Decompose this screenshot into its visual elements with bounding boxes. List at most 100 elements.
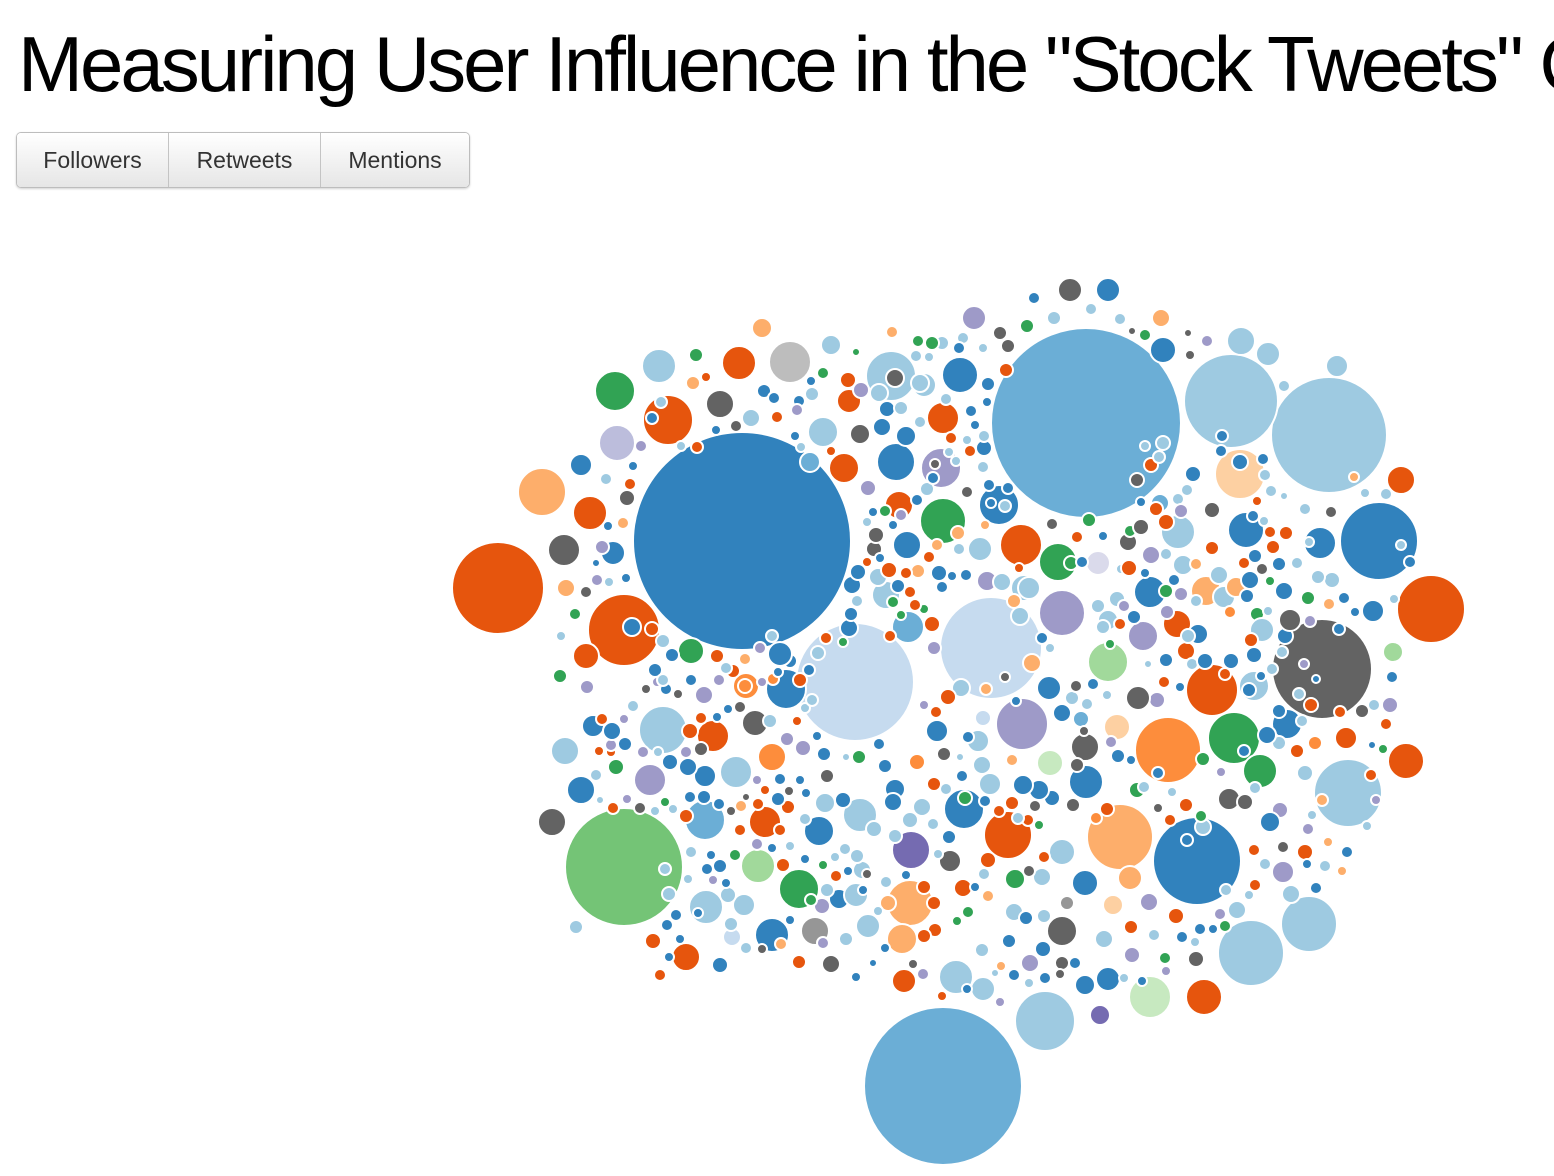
user-bubble[interactable]: [1102, 894, 1124, 916]
user-bubble[interactable]: [1033, 819, 1045, 831]
user-bubble[interactable]: [919, 481, 935, 497]
user-bubble[interactable]: [1074, 974, 1096, 996]
user-bubble[interactable]: [1143, 659, 1153, 669]
user-bubble[interactable]: [1361, 820, 1373, 832]
user-bubble[interactable]: [961, 730, 975, 744]
user-bubble[interactable]: [1004, 868, 1026, 890]
user-bubble[interactable]: [792, 672, 808, 688]
user-bubble[interactable]: [1075, 555, 1089, 569]
user-bubble[interactable]: [981, 396, 993, 408]
user-bubble[interactable]: [675, 440, 687, 452]
user-bubble[interactable]: [887, 828, 903, 844]
user-bubble[interactable]: [1354, 703, 1370, 719]
user-bubble[interactable]: [572, 642, 600, 670]
user-bubble[interactable]: [1243, 632, 1259, 648]
user-bubble[interactable]: [1204, 540, 1220, 556]
user-bubble[interactable]: [1038, 589, 1086, 637]
user-bubble[interactable]: [692, 907, 704, 919]
user-bubble[interactable]: [1151, 766, 1165, 780]
user-bubble[interactable]: [885, 325, 899, 339]
user-bubble[interactable]: [963, 444, 977, 458]
user-bubble[interactable]: [916, 967, 930, 981]
user-bubble[interactable]: [926, 640, 942, 656]
user-bubble[interactable]: [883, 629, 897, 643]
user-bubble[interactable]: [1309, 881, 1323, 895]
user-bubble[interactable]: [741, 408, 761, 428]
user-bubble[interactable]: [969, 419, 981, 431]
user-bubble[interactable]: [1149, 336, 1177, 364]
user-bubble[interactable]: [1370, 794, 1382, 806]
user-bubble[interactable]: [1189, 594, 1203, 608]
user-bubble[interactable]: [723, 916, 739, 932]
user-bubble[interactable]: [722, 703, 734, 715]
user-bubble[interactable]: [1271, 556, 1287, 572]
user-bubble[interactable]: [955, 769, 969, 783]
user-bubble[interactable]: [1361, 599, 1385, 623]
user-bubble[interactable]: [929, 458, 941, 470]
user-bubble[interactable]: [1264, 575, 1276, 587]
user-bubble[interactable]: [1095, 277, 1121, 303]
user-bubble[interactable]: [1038, 971, 1052, 985]
user-bubble[interactable]: [1270, 376, 1388, 494]
user-bubble[interactable]: [684, 673, 698, 687]
user-bubble[interactable]: [679, 745, 693, 759]
user-bubble[interactable]: [556, 578, 576, 598]
user-bubble[interactable]: [922, 550, 936, 564]
user-bubble[interactable]: [1189, 557, 1203, 571]
user-bubble[interactable]: [1340, 845, 1354, 859]
user-bubble[interactable]: [1036, 675, 1062, 701]
user-bubble[interactable]: [951, 678, 971, 698]
user-bubble[interactable]: [1194, 809, 1208, 823]
user-bubble[interactable]: [1219, 883, 1233, 897]
user-bubble[interactable]: [660, 918, 674, 932]
user-bubble[interactable]: [1196, 652, 1214, 670]
user-bubble[interactable]: [861, 516, 873, 528]
user-bubble[interactable]: [690, 440, 704, 454]
user-bubble[interactable]: [926, 895, 942, 911]
user-bubble[interactable]: [838, 842, 852, 856]
user-bubble[interactable]: [926, 817, 940, 831]
user-bubble[interactable]: [1381, 696, 1399, 714]
user-bubble[interactable]: [1134, 716, 1202, 784]
user-bubble[interactable]: [799, 702, 811, 714]
user-bubble[interactable]: [1081, 512, 1097, 528]
user-bubble[interactable]: [1148, 691, 1166, 709]
user-bubble[interactable]: [632, 431, 852, 651]
user-bubble[interactable]: [1281, 884, 1301, 904]
user-bubble[interactable]: [1259, 811, 1281, 833]
user-bubble[interactable]: [865, 820, 883, 838]
user-bubble[interactable]: [602, 721, 622, 741]
user-bubble[interactable]: [1095, 619, 1111, 635]
user-bubble[interactable]: [1264, 484, 1278, 498]
user-bubble[interactable]: [1334, 726, 1358, 750]
user-bubble[interactable]: [1349, 606, 1361, 618]
user-bubble[interactable]: [939, 782, 953, 796]
user-bubble[interactable]: [1125, 685, 1151, 711]
user-bubble[interactable]: [652, 746, 664, 758]
user-bubble[interactable]: [1158, 583, 1174, 599]
user-bubble[interactable]: [1125, 754, 1137, 766]
user-bubble[interactable]: [751, 317, 773, 339]
user-bubble[interactable]: [1113, 312, 1127, 326]
user-bubble[interactable]: [930, 538, 944, 552]
user-bubble[interactable]: [799, 853, 811, 865]
user-bubble[interactable]: [1004, 795, 1020, 811]
user-bubble[interactable]: [1167, 907, 1185, 925]
user-bubble[interactable]: [1218, 919, 1232, 933]
user-bubble[interactable]: [1324, 505, 1338, 519]
followers-button[interactable]: Followers: [17, 133, 169, 187]
user-bubble[interactable]: [775, 857, 791, 873]
user-bubble[interactable]: [1263, 525, 1277, 539]
user-bubble[interactable]: [653, 968, 667, 982]
user-bubble[interactable]: [1059, 895, 1075, 911]
user-bubble[interactable]: [1296, 843, 1314, 861]
user-bubble[interactable]: [941, 356, 979, 394]
user-bubble[interactable]: [794, 774, 806, 786]
user-bubble[interactable]: [678, 808, 694, 824]
user-bubble[interactable]: [969, 881, 981, 893]
user-bubble[interactable]: [1247, 548, 1263, 564]
user-bubble[interactable]: [1137, 780, 1151, 794]
user-bubble[interactable]: [606, 801, 620, 815]
user-bubble[interactable]: [674, 933, 686, 945]
user-bubble[interactable]: [929, 705, 943, 719]
